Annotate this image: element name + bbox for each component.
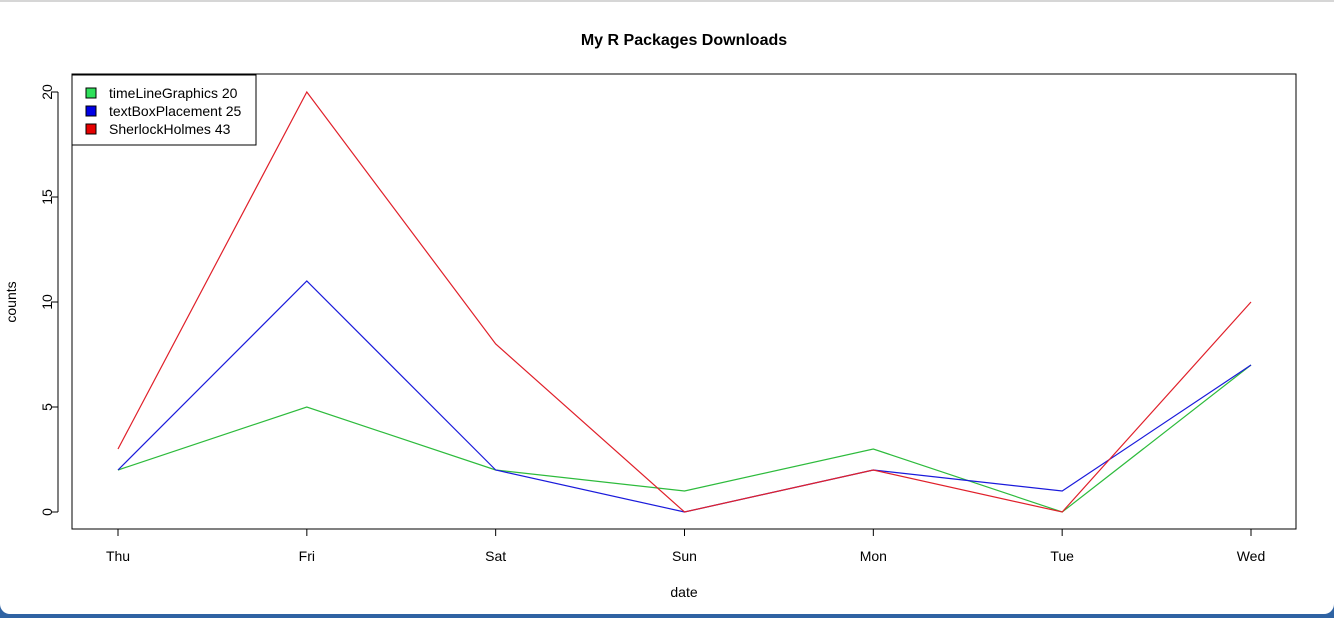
y-tick-label: 15 <box>39 189 55 205</box>
legend-label: textBoxPlacement 25 <box>109 103 242 119</box>
y-axis: 0 5 10 15 20 <box>39 84 59 516</box>
x-axis-label: date <box>670 584 697 600</box>
legend-swatch <box>85 123 97 135</box>
x-tick-label: Sat <box>485 548 506 564</box>
legend: timeLineGraphics 20 textBoxPlacement 25 Sh… <box>71 74 257 146</box>
x-tick-label: Thu <box>106 548 130 564</box>
series-line-1 <box>117 364 1252 513</box>
legend-swatch <box>85 87 97 99</box>
y-tick-label: 5 <box>39 403 55 411</box>
y-tick-label: 20 <box>39 84 55 100</box>
x-tick-label: Mon <box>860 548 887 564</box>
x-tick-label: Sun <box>672 548 697 564</box>
legend-label: timeLineGraphics 20 <box>109 85 238 101</box>
legend-label: SherlockHolmes 43 <box>109 121 231 137</box>
x-tick-label: Fri <box>299 548 315 564</box>
x-tick-label: Wed <box>1237 548 1266 564</box>
x-axis: Thu Fri Sat Sun Mon Tue Wed <box>106 528 1266 564</box>
x-tick-label: Tue <box>1050 548 1074 564</box>
legend-swatch <box>85 105 97 117</box>
series-lines <box>117 90 1252 513</box>
y-tick-label: 0 <box>39 508 55 516</box>
chart-title: My R Packages Downloads <box>581 32 787 49</box>
series-line-3 <box>117 90 1252 513</box>
y-axis-label: counts <box>3 281 19 322</box>
legend-box <box>71 74 257 146</box>
series-line-2 <box>117 280 1252 513</box>
y-tick-label: 10 <box>39 294 55 310</box>
